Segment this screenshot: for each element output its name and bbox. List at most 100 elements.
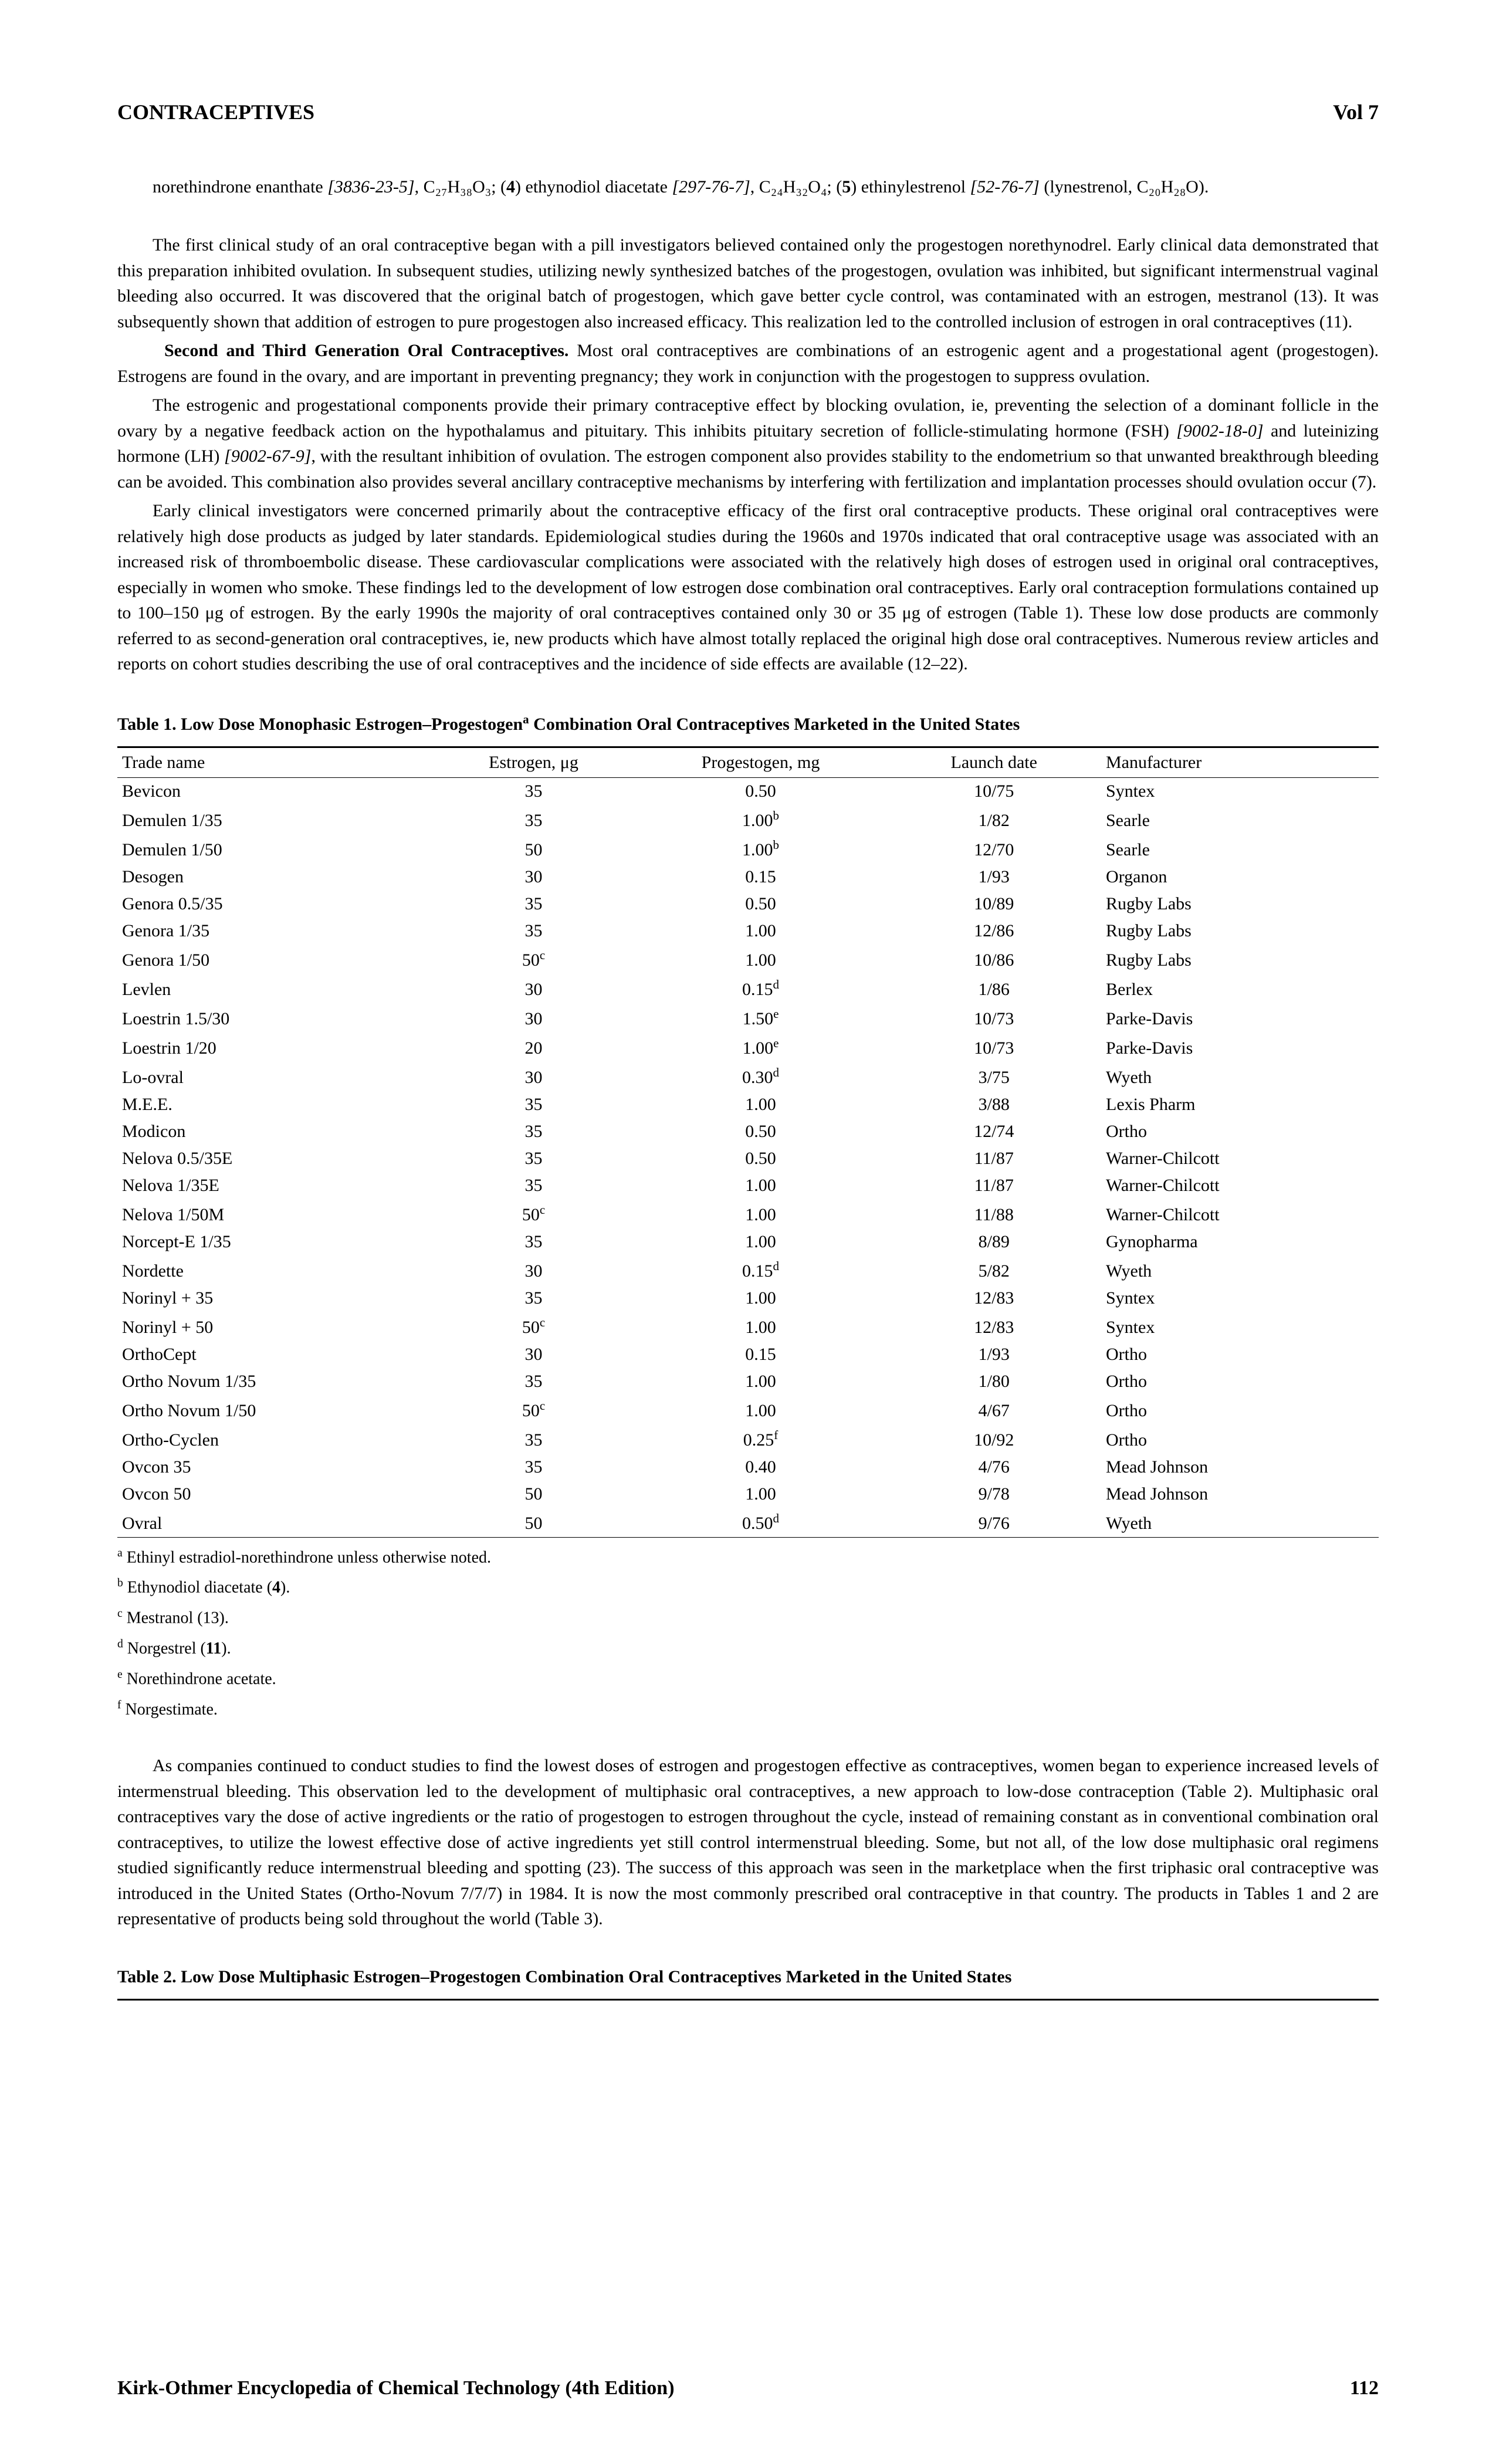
table-row: Norinyl + 5050c1.0012/83Syntex [117,1312,1379,1341]
cell-manufacturer: Ortho [1101,1341,1379,1368]
table-row: Bevicon350.5010/75Syntex [117,777,1379,805]
text: ) ethynodiol diacetate [515,177,672,197]
cas-number: [9002-67-9] [224,446,311,466]
cell-progestogen: 1.00 [635,1395,887,1424]
table-row: Norcept-E 1/35351.008/89Gynopharma [117,1228,1379,1255]
cell-manufacturer: Searle [1101,805,1379,834]
cell-progestogen: 1.00 [635,1199,887,1228]
cell-progestogen: 0.25f [635,1424,887,1454]
cell-progestogen: 1.00 [635,918,887,945]
cell-date: 12/70 [887,834,1102,864]
cell-progestogen: 0.50 [635,1118,887,1145]
cell-estrogen: 35 [433,1172,635,1199]
table-header-row: Trade name Estrogen, μg Progestogen, mg … [117,747,1379,777]
cell-estrogen: 30 [433,1255,635,1285]
cell-manufacturer: Rugby Labs [1101,891,1379,918]
cell-progestogen: 1.00 [635,1228,887,1255]
footnote: d Norgestrel (11). [117,1634,1379,1663]
header-volume: Vol 7 [1333,100,1379,124]
cell-progestogen: 0.30d [635,1062,887,1091]
cell-trade: Levlen [117,974,433,1003]
text: Table 1. Low Dose Monophasic Estrogen–Pr… [117,715,523,734]
cell-estrogen: 50 [433,1481,635,1508]
cell-progestogen: 1.00 [635,945,887,974]
cell-date: 4/67 [887,1395,1102,1424]
cell-date: 1/93 [887,864,1102,891]
cell-manufacturer: Ortho [1101,1368,1379,1395]
table-2-caption: Table 2. Low Dose Multiphasic Estrogen–P… [117,1967,1379,1987]
cell-date: 1/93 [887,1341,1102,1368]
text: Combination Oral Contraceptives Marketed… [529,715,1020,734]
text: , C₂₇H₃₈O₃; ( [415,177,506,197]
col-progestogen: Progestogen, mg [635,747,887,777]
table-row: Ovcon 35350.404/76Mead Johnson [117,1454,1379,1481]
cell-trade: Modicon [117,1118,433,1145]
cell-date: 5/82 [887,1255,1102,1285]
cell-date: 12/83 [887,1312,1102,1341]
cell-estrogen: 35 [433,1091,635,1118]
cell-estrogen: 35 [433,1454,635,1481]
cell-manufacturer: Wyeth [1101,1508,1379,1538]
page-footer: Kirk-Othmer Encyclopedia of Chemical Tec… [117,2377,1379,2399]
footer-page-number: 112 [1350,2377,1379,2399]
cell-estrogen: 35 [433,1145,635,1172]
table-row: Desogen300.151/93Organon [117,864,1379,891]
footer-source: Kirk-Othmer Encyclopedia of Chemical Tec… [117,2377,675,2399]
cell-trade: OrthoCept [117,1341,433,1368]
cell-trade: Ortho Novum 1/35 [117,1368,433,1395]
cell-date: 8/89 [887,1228,1102,1255]
cell-estrogen: 35 [433,1285,635,1312]
table-2-top-rule [117,1999,1379,2001]
cell-manufacturer: Warner-Chilcott [1101,1172,1379,1199]
cell-estrogen: 30 [433,974,635,1003]
footnote: e Norethindrone acetate. [117,1665,1379,1693]
cell-estrogen: 35 [433,1424,635,1454]
table-row: Ortho Novum 1/35351.001/80Ortho [117,1368,1379,1395]
compound-ref: 5 [842,177,851,197]
table-row: Modicon350.5012/74Ortho [117,1118,1379,1145]
cell-trade: Genora 0.5/35 [117,891,433,918]
cell-trade: Nelova 1/35E [117,1172,433,1199]
col-estrogen: Estrogen, μg [433,747,635,777]
table-row: Demulen 1/50501.00b12/70Searle [117,834,1379,864]
paragraph-4: Early clinical investigators were concer… [117,498,1379,677]
cell-date: 1/86 [887,974,1102,1003]
cell-manufacturer: Ortho [1101,1395,1379,1424]
cell-manufacturer: Searle [1101,834,1379,864]
table-row: Ovral500.50d9/76Wyeth [117,1508,1379,1538]
cell-date: 12/83 [887,1285,1102,1312]
cell-estrogen: 30 [433,864,635,891]
cell-trade: Nelova 0.5/35E [117,1145,433,1172]
footnote: f Norgestimate. [117,1695,1379,1724]
cell-trade: Ortho Novum 1/50 [117,1395,433,1424]
cell-trade: Ovcon 50 [117,1481,433,1508]
header-title: CONTRACEPTIVES [117,100,314,124]
cell-estrogen: 35 [433,777,635,805]
col-launch-date: Launch date [887,747,1102,777]
cell-estrogen: 50c [433,1395,635,1424]
cell-manufacturer: Gynopharma [1101,1228,1379,1255]
cell-progestogen: 0.15 [635,864,887,891]
cell-date: 11/87 [887,1145,1102,1172]
cell-trade: Nelova 1/50M [117,1199,433,1228]
text: (lynestrenol, C₂₀H₂₈O). [1040,177,1209,197]
cell-estrogen: 35 [433,891,635,918]
text: ) ethinylestrenol [851,177,970,197]
table-row: Genora 1/5050c1.0010/86Rugby Labs [117,945,1379,974]
cell-estrogen: 35 [433,1228,635,1255]
table-row: Ovcon 50501.009/78Mead Johnson [117,1481,1379,1508]
cell-manufacturer: Rugby Labs [1101,945,1379,974]
cell-date: 12/86 [887,918,1102,945]
page-header: CONTRACEPTIVES Vol 7 [117,100,1379,124]
cell-progestogen: 1.50e [635,1003,887,1033]
compound-ref: 4 [506,177,515,197]
cell-date: 10/73 [887,1003,1102,1033]
cell-trade: Genora 1/35 [117,918,433,945]
cell-date: 10/92 [887,1424,1102,1454]
cell-trade: Norcept-E 1/35 [117,1228,433,1255]
cell-manufacturer: Parke-Davis [1101,1003,1379,1033]
cell-progestogen: 1.00b [635,805,887,834]
table-row: Loestrin 1.5/30301.50e10/73Parke-Davis [117,1003,1379,1033]
cell-estrogen: 50c [433,1199,635,1228]
cell-trade: M.E.E. [117,1091,433,1118]
